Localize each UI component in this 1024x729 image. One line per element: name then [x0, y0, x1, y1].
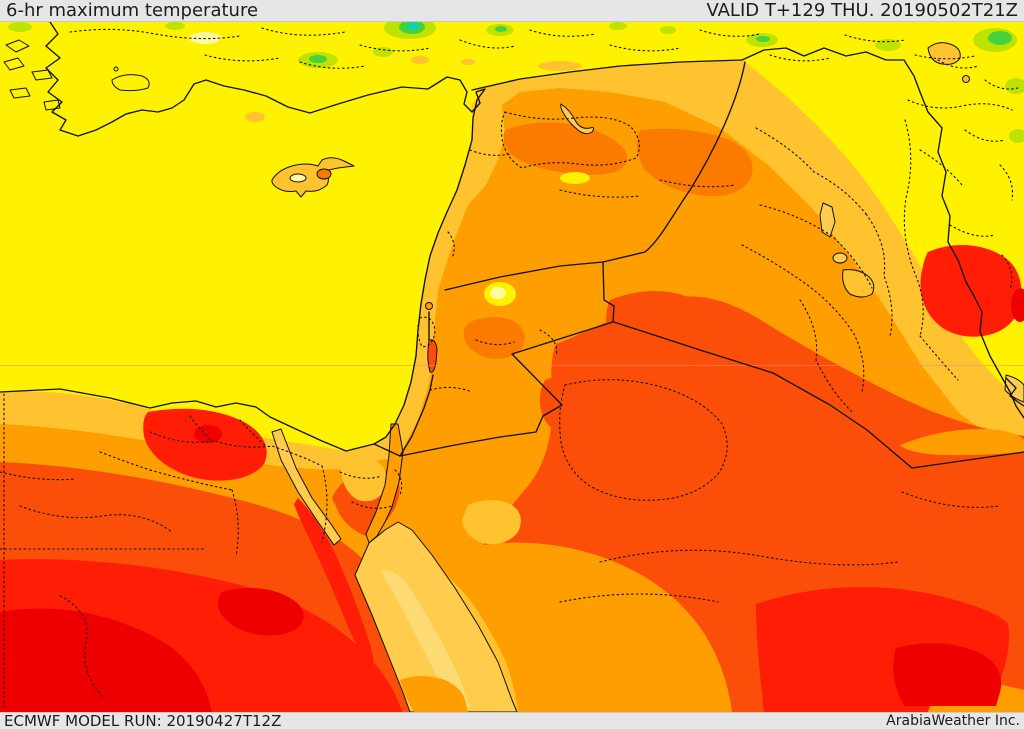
credit-label: ArabiaWeather Inc.	[886, 713, 1020, 729]
deepred-blob-egypt	[217, 587, 304, 636]
border-syria-iraq	[603, 62, 745, 262]
contour-bands	[0, 60, 1024, 712]
green-core-4	[495, 26, 507, 32]
amber-spot-border	[538, 61, 582, 71]
valid-time-label: VALID T+129 THU. 20190502T21Z	[706, 0, 1018, 21]
border-turkey-iraq-iran	[742, 48, 920, 92]
aegean-island-3	[32, 70, 52, 80]
border-turkey-syria	[472, 60, 742, 90]
cyprus-pale-spot	[290, 174, 306, 182]
green-spot-13	[1009, 129, 1024, 143]
border-egypt-israel	[374, 444, 400, 456]
green-spot-6	[165, 22, 185, 30]
green-spot-5	[8, 22, 32, 32]
mediterranean-coastline	[0, 22, 485, 451]
small-island-dot	[114, 67, 118, 71]
map-title: 6-hr maximum temperature	[6, 0, 259, 21]
green-spot-12	[1005, 78, 1024, 94]
deep-orange-east-syria	[636, 128, 753, 196]
green-spot-7	[609, 22, 627, 30]
coastlines	[0, 22, 1024, 451]
country-borders	[374, 48, 1024, 468]
amber-spot-1	[411, 56, 429, 64]
red-sea-orange-patch	[400, 676, 468, 712]
lake-tharthar	[820, 203, 835, 237]
sea-of-galilee	[426, 303, 433, 310]
deepred-sw-egypt	[0, 608, 212, 712]
red-nile-delta	[143, 408, 267, 481]
border-jordan-iraq	[603, 262, 614, 322]
amber-tabuk-patch	[462, 500, 521, 545]
cyprus-orange-spot	[317, 169, 331, 179]
deep-orange-central-syria	[503, 122, 628, 175]
aegean-island-1	[6, 40, 29, 52]
footer-bar: ECMWF MODEL RUN: 20190427T12Z ArabiaWeat…	[0, 712, 1024, 729]
lake-assad	[561, 104, 594, 134]
dotted-admin-borders	[0, 28, 1018, 710]
border-jordan-saudi	[400, 322, 613, 456]
green-core-9	[756, 36, 770, 42]
red-sea-pale-core	[380, 569, 470, 708]
teal-core-1	[407, 22, 419, 30]
pale-spot-turkey	[189, 32, 221, 44]
cool-spots	[8, 17, 1024, 306]
model-run-label: ECMWF MODEL RUN: 20190427T12Z	[4, 712, 282, 729]
border-syria-jordan	[445, 262, 603, 290]
aegean-island-5	[44, 100, 60, 110]
border-iraq-saudi	[614, 322, 1024, 468]
border-israel-jordan	[400, 375, 433, 456]
water-bodies	[272, 375, 1024, 712]
deep-orange-jordan	[463, 317, 525, 359]
rhodes-island	[112, 75, 149, 91]
orange-streak-saudi-east	[900, 429, 1024, 456]
green-spot-8	[660, 26, 676, 34]
islands	[4, 40, 354, 197]
green-spot-10	[875, 39, 901, 51]
deepred-delta-spot	[194, 425, 222, 443]
shatt-al-arab-coast	[1006, 378, 1024, 406]
lake-habbaniyah	[833, 253, 847, 263]
lake-small-ne	[963, 76, 970, 83]
amber-spot-2	[461, 59, 475, 65]
deepred-zagros-spot	[1011, 288, 1024, 322]
yellow-spot-homs	[560, 172, 590, 184]
green-spot-3	[373, 47, 393, 57]
green-core-2	[309, 55, 327, 63]
aegean-island-2	[4, 58, 24, 70]
pale-spot-damascus	[490, 287, 506, 299]
red-sea	[355, 522, 517, 712]
header-bar: 6-hr maximum temperature VALID T+129 THU…	[0, 0, 1024, 22]
gulf-of-suez	[272, 429, 341, 545]
lake-razzaza	[843, 270, 874, 297]
amber-sinai-patch	[340, 459, 387, 502]
dead-sea	[428, 340, 437, 373]
red-redsea-hills	[294, 498, 374, 672]
green-core-11	[988, 31, 1012, 45]
border-iran-iraq	[920, 92, 1024, 418]
deepred-se-corner	[893, 643, 1002, 706]
aegean-island-4	[10, 88, 30, 98]
amber-spot-coast	[245, 112, 265, 122]
redorange-nw-saudi	[539, 375, 611, 436]
lakes	[426, 43, 970, 373]
redorange-west-iraq	[606, 291, 713, 374]
